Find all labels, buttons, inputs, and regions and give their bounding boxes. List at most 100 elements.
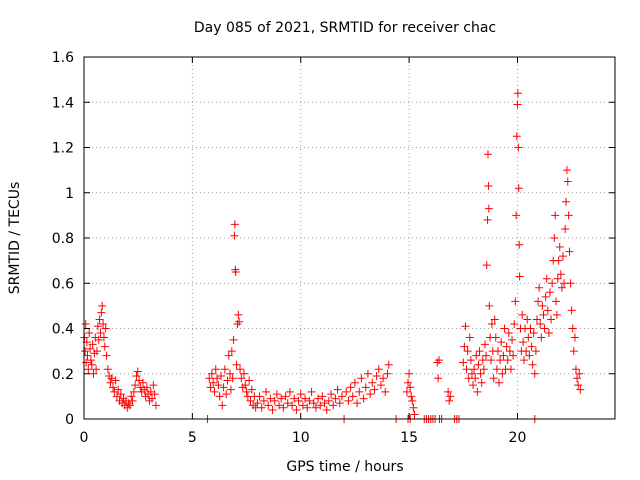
data-point [368,378,377,387]
data-point [259,396,268,405]
data-point [567,306,576,315]
data-point [564,211,573,220]
data-point [513,89,522,98]
y-axis-label: SRMTID / TECUs [7,182,23,295]
data-point [513,100,522,109]
data-point [214,381,223,390]
data-point [500,324,509,333]
data-point [296,390,305,399]
data-point [374,365,383,374]
data-point [512,132,521,141]
data-point [483,150,492,159]
data-point [480,340,489,349]
data-point [553,274,562,283]
data-point [366,390,375,399]
data-point [484,204,493,213]
data-point [561,224,570,233]
data-point [207,369,216,378]
data-point [309,399,318,408]
data-point [493,347,502,356]
data-point [109,383,118,392]
data-point [381,387,390,396]
data-point [81,319,90,328]
data-point [509,351,518,360]
data-point [575,369,584,378]
data-point [101,324,110,333]
data-point [508,335,517,344]
data-point [333,385,342,394]
data-point [543,306,552,315]
data-point [298,401,307,410]
data-point [474,360,483,369]
data-point [307,387,316,396]
data-point [383,369,392,378]
data-point [226,385,235,394]
data-point [475,347,484,356]
data-point [459,358,468,367]
data-point [231,267,240,276]
data-point [350,378,359,387]
data-point [534,297,543,306]
data-point [515,240,524,249]
data-point [569,347,578,356]
data-point [547,315,556,324]
data-point [460,342,469,351]
data-point [530,369,539,378]
points-layer [80,89,585,423]
data-point [292,405,301,414]
data-point [554,256,563,265]
data-point [557,283,566,292]
data-point [545,288,554,297]
data-point [266,394,275,403]
data-point [562,166,571,175]
data-point [504,329,513,338]
data-point [262,387,271,396]
data-point [538,301,547,310]
data-point [492,365,501,374]
data-point [98,301,107,310]
data-point [85,329,94,338]
data-point [314,394,323,403]
data-point [497,338,506,347]
data-point [384,360,393,369]
data-point [471,374,480,383]
data-point [335,399,344,408]
data-point [540,324,549,333]
grid-layer [84,57,615,419]
data-point [283,399,292,408]
data-point [370,385,379,394]
data-point [218,401,227,410]
data-point [99,333,108,342]
data-point [406,383,415,392]
data-point [514,184,523,193]
y-tick-label: 0.2 [52,367,74,383]
data-point [463,347,472,356]
data-point [573,374,582,383]
data-point [226,369,235,378]
data-point [127,392,136,401]
data-point [205,374,214,383]
data-point [151,401,160,410]
data-point [209,378,218,387]
data-point [311,403,320,412]
data-point [407,392,416,401]
data-point [552,297,561,306]
data-point [239,369,248,378]
data-point [81,347,90,356]
data-point [230,231,239,240]
data-point [409,403,418,412]
data-point [514,143,523,152]
data-point [566,279,575,288]
data-point [268,405,277,414]
data-point [499,351,508,360]
data-point [576,385,585,394]
data-point [469,381,478,390]
data-point [525,351,534,360]
data-point [532,315,541,324]
y-tick-label: 0 [65,412,74,428]
data-point [404,378,413,387]
data-point [294,396,303,405]
data-point [372,372,381,381]
data-point [301,394,310,403]
